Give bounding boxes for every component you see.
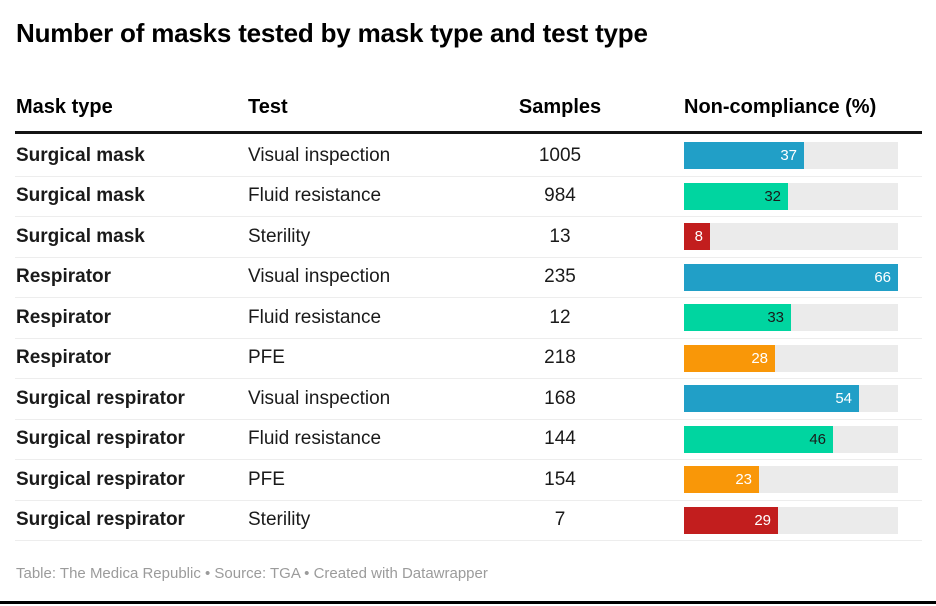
bar-value-label: 66 bbox=[874, 268, 891, 286]
table-header-row: Mask type Test Samples Non-compliance (%… bbox=[0, 96, 936, 120]
table-row: Surgical mask Sterility 13 8 bbox=[15, 217, 922, 258]
bar-fill: 8 bbox=[684, 223, 710, 251]
bar-track: 66 bbox=[684, 263, 898, 291]
bar-track: 29 bbox=[684, 506, 898, 534]
bar-value-label: 23 bbox=[735, 471, 752, 489]
cell-non-compliance: 8 bbox=[684, 223, 898, 251]
cell-mask-type: Respirator bbox=[16, 266, 112, 288]
bar-value-label: 8 bbox=[694, 228, 703, 246]
cell-mask-type: Surgical respirator bbox=[16, 468, 185, 490]
table-body: Surgical mask Visual inspection 1005 37 … bbox=[15, 136, 922, 541]
column-header-non-compliance: Non-compliance (%) bbox=[684, 96, 877, 118]
cell-non-compliance: 29 bbox=[684, 506, 898, 534]
cell-mask-type: Respirator bbox=[16, 306, 112, 328]
bar-track: 37 bbox=[684, 142, 898, 170]
table-row: Respirator PFE 218 28 bbox=[15, 339, 922, 379]
cell-non-compliance: 28 bbox=[684, 344, 898, 372]
cell-test: Visual inspection bbox=[248, 266, 391, 288]
bar-fill: 54 bbox=[684, 385, 859, 413]
column-header-mask-type: Mask type bbox=[16, 96, 113, 118]
cell-test: PFE bbox=[248, 347, 285, 369]
header-rule bbox=[15, 131, 922, 134]
cell-mask-type: Respirator bbox=[16, 347, 112, 369]
bar-fill: 29 bbox=[684, 506, 778, 534]
cell-test: Sterility bbox=[248, 225, 311, 247]
cell-samples: 168 bbox=[544, 387, 576, 409]
bar-value-label: 28 bbox=[751, 349, 768, 367]
bar-value-label: 32 bbox=[764, 187, 781, 205]
bar-fill: 33 bbox=[684, 304, 791, 332]
cell-non-compliance: 23 bbox=[684, 466, 898, 494]
cell-test: PFE bbox=[248, 468, 285, 490]
cell-test: Sterility bbox=[248, 509, 311, 531]
cell-samples: 218 bbox=[544, 347, 576, 369]
table-row: Surgical respirator Fluid resistance 144… bbox=[15, 420, 922, 460]
cell-mask-type: Surgical mask bbox=[16, 144, 145, 166]
cell-mask-type: Surgical mask bbox=[16, 185, 145, 207]
column-header-samples: Samples bbox=[518, 96, 602, 118]
bar-fill: 28 bbox=[684, 344, 775, 372]
cell-test: Visual inspection bbox=[248, 144, 391, 166]
bar-fill: 66 bbox=[684, 263, 898, 291]
bar-track: 54 bbox=[684, 385, 898, 413]
cell-non-compliance: 37 bbox=[684, 142, 898, 170]
cell-test: Visual inspection bbox=[248, 387, 391, 409]
cell-test: Fluid resistance bbox=[248, 185, 382, 207]
bar-fill: 23 bbox=[684, 466, 759, 494]
cell-non-compliance: 46 bbox=[684, 425, 898, 453]
footer-credit: Table: The Medica Republic • Source: TGA… bbox=[16, 565, 488, 582]
bar-value-label: 54 bbox=[835, 390, 852, 408]
cell-non-compliance: 66 bbox=[684, 263, 898, 291]
cell-non-compliance: 32 bbox=[684, 182, 898, 210]
bar-fill: 46 bbox=[684, 425, 833, 453]
cell-samples: 13 bbox=[549, 225, 571, 247]
cell-mask-type: Surgical respirator bbox=[16, 387, 185, 409]
cell-samples: 154 bbox=[544, 468, 576, 490]
table-row: Surgical respirator PFE 154 23 bbox=[15, 460, 922, 501]
cell-mask-type: Surgical respirator bbox=[16, 428, 185, 450]
cell-test: Fluid resistance bbox=[248, 428, 382, 450]
bar-track: 8 bbox=[684, 223, 898, 251]
bar-value-label: 33 bbox=[767, 309, 784, 327]
bar-fill: 32 bbox=[684, 182, 788, 210]
bar-value-label: 29 bbox=[754, 511, 771, 529]
table-row: Surgical mask Visual inspection 1005 37 bbox=[15, 136, 922, 177]
cell-samples: 1005 bbox=[538, 144, 582, 166]
cell-samples: 144 bbox=[544, 428, 576, 450]
bar-track: 32 bbox=[684, 182, 898, 210]
cell-non-compliance: 33 bbox=[684, 304, 898, 332]
cell-samples: 7 bbox=[554, 509, 566, 531]
bar-track: 46 bbox=[684, 425, 898, 453]
bar-track: 28 bbox=[684, 344, 898, 372]
table-row: Respirator Visual inspection 235 66 bbox=[15, 258, 922, 298]
table-row: Surgical respirator Visual inspection 16… bbox=[15, 379, 922, 420]
bar-fill: 37 bbox=[684, 142, 804, 170]
bottom-border bbox=[0, 601, 936, 604]
table-row: Surgical mask Fluid resistance 984 32 bbox=[15, 177, 922, 217]
bar-track: 33 bbox=[684, 304, 898, 332]
cell-samples: 12 bbox=[549, 306, 571, 328]
cell-mask-type: Surgical respirator bbox=[16, 509, 185, 531]
bar-value-label: 46 bbox=[809, 430, 826, 448]
bar-track: 23 bbox=[684, 466, 898, 494]
cell-mask-type: Surgical mask bbox=[16, 225, 145, 247]
cell-samples: 984 bbox=[544, 185, 576, 207]
cell-non-compliance: 54 bbox=[684, 385, 898, 413]
bar-value-label: 37 bbox=[780, 147, 797, 165]
cell-test: Fluid resistance bbox=[248, 306, 382, 328]
table-row: Respirator Fluid resistance 12 33 bbox=[15, 298, 922, 339]
page-title: Number of masks tested by mask type and … bbox=[16, 18, 648, 48]
cell-samples: 235 bbox=[544, 266, 576, 288]
table-row: Surgical respirator Sterility 7 29 bbox=[15, 501, 922, 541]
column-header-test: Test bbox=[248, 96, 288, 118]
